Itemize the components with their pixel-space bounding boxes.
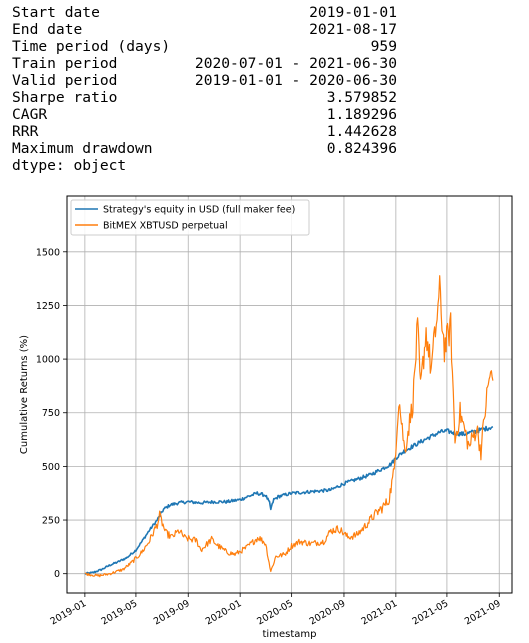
legend: Strategy's equity in USD (full maker fee… — [70, 199, 310, 236]
stat-value: 1.442628 — [326, 123, 397, 140]
y-axis-label: Cumulative Returns (%) — [19, 335, 30, 454]
x-axis-label: timestamp — [263, 629, 317, 640]
plot-frame — [66, 195, 513, 594]
stat-label: End date — [12, 21, 83, 38]
stat-label: CAGR — [12, 106, 48, 123]
x-tick-label: 2021-09 — [463, 598, 503, 627]
stat-row-time-period: Time period (days) 959 — [12, 38, 397, 55]
stat-row-sharpe-ratio: Sharpe ratio 3.579852 — [12, 89, 397, 106]
stat-label: Sharpe ratio — [12, 89, 118, 106]
x-tick-label: 2020-09 — [308, 598, 348, 627]
x-tick-label: 2020-05 — [255, 598, 295, 627]
x-tick-label: 2021-01 — [359, 598, 399, 627]
x-tick-label: 2019-05 — [100, 598, 140, 627]
x-tick-label: 2020-01 — [204, 598, 244, 627]
stat-row-cagr: CAGR 1.189296 — [12, 106, 397, 123]
y-tick-label: 0 — [54, 569, 60, 580]
stat-value: 0.824396 — [326, 140, 397, 157]
stat-row-start-date: Start date 2019-01-01 — [12, 4, 397, 21]
plot-area — [84, 275, 494, 578]
stat-value: 959 — [370, 38, 397, 55]
series-line-bitmex — [84, 275, 494, 578]
y-tick-label: 500 — [42, 462, 60, 473]
series-line-strategy — [84, 425, 494, 575]
stat-value: 3.579852 — [326, 89, 397, 106]
stat-value: 2020-07-01 - 2021-06-30 — [194, 55, 397, 72]
x-tick-label: 2019-09 — [152, 598, 192, 627]
stat-value: 2019-01-01 — [309, 4, 397, 21]
stat-label: Maximum drawdown — [12, 140, 153, 157]
stat-label: Train period — [12, 55, 118, 72]
stat-label: Valid period — [12, 72, 118, 89]
stat-row-max-drawdown: Maximum drawdown 0.824396 — [12, 140, 397, 157]
x-tick-label: 2019-01 — [48, 598, 88, 627]
y-tick-label: 1250 — [36, 301, 60, 312]
stat-row-valid-period: Valid period 2019-01-01 - 2020-06-30 — [12, 72, 397, 89]
stat-row-rrr: RRR 1.442628 — [12, 123, 397, 140]
stat-value: 1.189296 — [326, 106, 397, 123]
y-tick-label: 1000 — [36, 355, 60, 366]
grid-lines — [67, 196, 512, 593]
stat-label: Start date — [12, 4, 100, 21]
stat-value: 2019-01-01 - 2020-06-30 — [194, 72, 397, 89]
y-tick-label: 1500 — [36, 247, 60, 258]
stat-value: 2021-08-17 — [309, 21, 397, 38]
x-axis: 2019-01 2019-05 2019-09 2020-01 2020-05 2020-… — [48, 593, 503, 627]
stats-table: Start date 2019-01-01 End date 2021-08-17 … — [12, 4, 397, 174]
y-tick-label: 750 — [42, 408, 60, 419]
stat-row-train-period: Train period 2020-07-01 - 2021-06-30 — [12, 55, 397, 72]
stat-label: Time period (days) — [12, 38, 171, 55]
legend-label-bitmex: BitMEX XBTUSD perpetual — [103, 221, 228, 232]
stat-row-end-date: End date 2021-08-17 — [12, 21, 397, 38]
legend-box — [70, 199, 310, 236]
y-axis: 0 250 500 750 1000 1250 1500 — [36, 247, 67, 580]
dtype-line: dtype: object — [12, 157, 127, 174]
x-tick-label: 2021-05 — [411, 598, 451, 627]
y-tick-label: 250 — [42, 516, 60, 527]
stat-label: RRR — [12, 123, 39, 140]
legend-label-strategy: Strategy's equity in USD (full maker fee… — [103, 205, 295, 216]
